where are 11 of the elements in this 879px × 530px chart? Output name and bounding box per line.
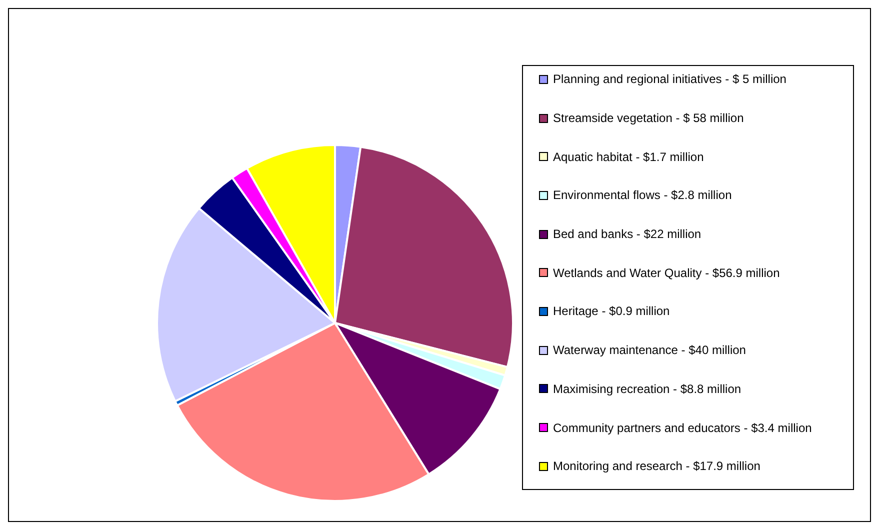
legend-label: Environmental flows - $2.8 million [553, 188, 732, 202]
legend-label: Heritage - $0.9 million [553, 304, 670, 318]
legend-label: Waterway maintenance - $40 million [553, 343, 746, 358]
legend-label: Maximising recreation - $8.8 million [553, 382, 742, 396]
legend-label: Monitoring and research - $17.9 million [553, 459, 760, 474]
legend-label: Aquatic habitat - $1.7 million [553, 150, 704, 164]
legend-label: Community partners and educators - $3.4 million [553, 420, 812, 435]
legend-label: Planning and regional initiatives - $ 5 million [553, 72, 786, 86]
legend-label: Wetlands and Water Quality - $56.9 million [553, 266, 780, 280]
legend-label: Streamside vegetation - $ 58 million [553, 111, 744, 126]
legend-label: Bed and banks - $22 million [553, 227, 702, 242]
